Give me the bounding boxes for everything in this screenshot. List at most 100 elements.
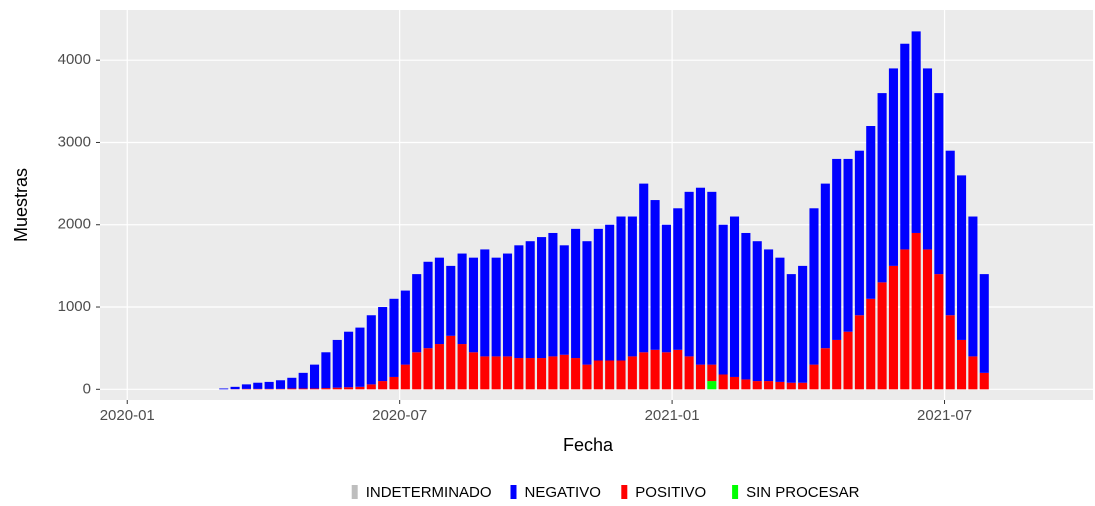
bar-segment	[628, 217, 637, 357]
bar-segment	[253, 383, 262, 389]
bar-segment	[628, 356, 637, 389]
bar-segment	[424, 348, 433, 389]
y-axis-title: Muestras	[11, 168, 31, 242]
bar-segment	[730, 377, 739, 389]
bar-segment	[878, 282, 887, 389]
bar-segment	[662, 225, 671, 353]
bar-segment	[492, 258, 501, 357]
bar-segment	[673, 350, 682, 389]
bar-segment	[764, 249, 773, 381]
bar-segment	[855, 315, 864, 389]
bar-segment	[560, 355, 569, 390]
bar-segment	[719, 225, 728, 375]
bar-segment	[866, 126, 875, 299]
y-tick-label: 3000	[58, 133, 91, 150]
bar-segment	[980, 373, 989, 389]
bar-segment	[707, 192, 716, 365]
bar-segment	[265, 382, 274, 389]
bar-segment	[458, 344, 467, 389]
bar-segment	[321, 352, 330, 388]
bar-segment	[514, 245, 523, 358]
x-tick-label: 2021-07	[917, 407, 972, 424]
bar-segment	[594, 361, 603, 390]
bar-segment	[934, 93, 943, 274]
bar-segment	[696, 365, 705, 390]
bar-segment	[889, 68, 898, 265]
bar-segment	[616, 217, 625, 361]
bar-segment	[605, 361, 614, 390]
bar-segment	[571, 358, 580, 389]
bar-segment	[424, 262, 433, 348]
bar-segment	[707, 381, 716, 389]
y-tick-label: 0	[83, 380, 91, 397]
bar-segment	[946, 151, 955, 316]
bar-segment	[923, 68, 932, 249]
bar-segment	[707, 365, 716, 381]
bar-segment	[730, 217, 739, 377]
bar-segment	[809, 208, 818, 364]
bar-segment	[798, 383, 807, 390]
bar-segment	[696, 188, 705, 365]
bar-segment	[889, 266, 898, 389]
legend-key	[621, 485, 627, 499]
y-tick-label: 2000	[58, 216, 91, 233]
x-tick-label: 2020-01	[100, 407, 155, 424]
bar-segment	[741, 233, 750, 379]
bar-segment	[900, 249, 909, 389]
bar-segment	[719, 374, 728, 389]
bar-segment	[946, 315, 955, 389]
bar-segment	[968, 356, 977, 389]
bar-segment	[242, 384, 251, 389]
bar-segment	[321, 388, 330, 389]
legend-label: INDETERMINADO	[366, 484, 492, 501]
bar-segment	[412, 274, 421, 352]
bar-segment	[548, 233, 557, 356]
bar-segment	[560, 245, 569, 354]
legend-label: SIN PROCESAR	[746, 484, 860, 501]
bar-segment	[821, 184, 830, 349]
bar-segment	[753, 381, 762, 389]
bar-segment	[662, 352, 671, 389]
bar-segment	[435, 258, 444, 344]
bar-segment	[412, 352, 421, 389]
bar-segment	[764, 381, 773, 389]
bar-segment	[798, 266, 807, 383]
bar-segment	[287, 378, 296, 389]
bar-segment	[367, 315, 376, 384]
bar-segment	[401, 365, 410, 390]
bar-segment	[469, 258, 478, 353]
bar-segment	[605, 225, 614, 361]
bar-segment	[832, 340, 841, 389]
bar-segment	[639, 184, 648, 353]
bar-segment	[503, 254, 512, 357]
bar-segment	[844, 332, 853, 390]
bar-segment	[299, 373, 308, 389]
legend-label: NEGATIVO	[525, 484, 601, 501]
bar-segment	[651, 350, 660, 389]
legend-label: POSITIVO	[635, 484, 706, 501]
bar-segment	[787, 383, 796, 390]
bar-segment	[787, 274, 796, 383]
bar-segment	[503, 356, 512, 389]
bar-segment	[276, 380, 285, 389]
bar-segment	[367, 384, 376, 389]
bar-segment	[389, 377, 398, 389]
bar-segment	[480, 356, 489, 389]
bar-segment	[344, 332, 353, 388]
bar-segment	[333, 340, 342, 388]
bar-segment	[968, 217, 977, 357]
bar-segment	[526, 241, 535, 358]
bar-segment	[287, 388, 296, 389]
bar-segment	[514, 358, 523, 389]
bar-segment	[855, 151, 864, 316]
bar-segment	[616, 361, 625, 390]
bar-segment	[310, 365, 319, 389]
x-tick-label: 2021-01	[645, 407, 700, 424]
bar-segment	[537, 358, 546, 389]
bar-segment	[980, 274, 989, 373]
bar-segment	[310, 388, 319, 389]
bar-segment	[866, 299, 875, 390]
bar-segment	[571, 229, 580, 358]
bar-segment	[753, 241, 762, 381]
